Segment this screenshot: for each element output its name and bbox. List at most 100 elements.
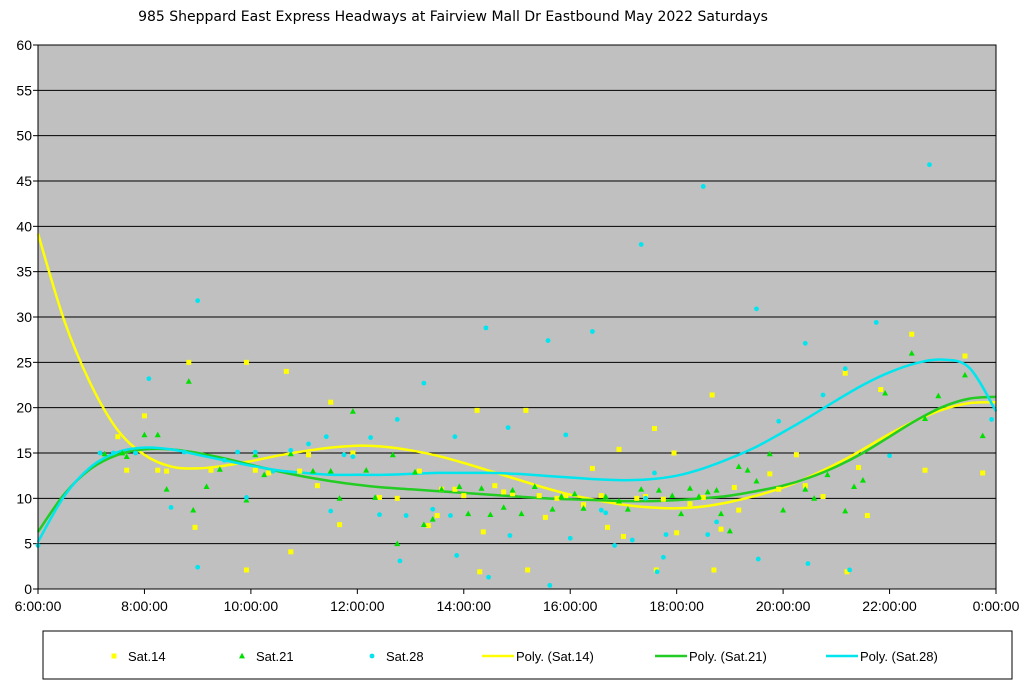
data-point xyxy=(141,413,147,419)
data-point xyxy=(909,331,915,337)
data-point xyxy=(203,483,210,489)
data-point xyxy=(216,466,223,472)
y-tick-label: 0 xyxy=(24,581,32,597)
data-point xyxy=(208,467,214,473)
data-point xyxy=(328,399,334,405)
y-tick-label: 20 xyxy=(16,400,32,416)
data-point xyxy=(847,567,853,573)
data-point xyxy=(190,506,197,513)
data-point xyxy=(735,463,742,469)
x-tick-label: 0:00:00 xyxy=(973,598,1020,614)
data-point xyxy=(141,431,148,438)
data-point xyxy=(624,506,631,512)
data-point xyxy=(328,508,334,514)
data-point xyxy=(598,507,604,513)
data-point xyxy=(434,513,440,519)
data-point xyxy=(927,162,932,168)
data-point xyxy=(525,567,531,573)
data-point xyxy=(882,389,889,396)
data-point xyxy=(700,494,706,500)
data-point xyxy=(507,533,513,538)
data-point xyxy=(288,549,294,555)
data-point xyxy=(448,513,453,518)
trend-line xyxy=(36,233,997,510)
data-point xyxy=(704,488,711,495)
data-point xyxy=(873,320,879,325)
data-point xyxy=(979,432,986,439)
data-point xyxy=(416,468,422,474)
data-point xyxy=(980,470,986,476)
data-point xyxy=(629,537,635,543)
data-point xyxy=(465,510,472,517)
data-point xyxy=(429,515,436,522)
data-point xyxy=(287,450,294,457)
data-point xyxy=(164,468,170,474)
data-point xyxy=(713,486,720,493)
data-point xyxy=(244,495,249,500)
data-point xyxy=(652,470,657,476)
data-point xyxy=(686,485,693,491)
data-point xyxy=(726,527,733,534)
data-point xyxy=(604,524,610,530)
y-axis-ticks: 0 5 10 15 20 25 30 35 40 45 50 55 60 xyxy=(16,37,38,597)
data-point xyxy=(186,359,192,365)
data-point xyxy=(744,467,751,473)
data-point xyxy=(547,582,553,588)
data-point xyxy=(859,477,866,483)
data-point xyxy=(124,467,130,473)
y-tick-label: 40 xyxy=(16,218,32,234)
data-point xyxy=(438,486,445,492)
data-point xyxy=(660,496,666,502)
data-point xyxy=(146,376,152,382)
data-point xyxy=(989,417,994,422)
trend-line xyxy=(36,358,998,543)
data-point xyxy=(261,471,268,478)
x-tick-label: 8:00:00 xyxy=(121,598,168,614)
data-point xyxy=(97,450,103,456)
y-tick-label: 55 xyxy=(16,82,32,98)
data-point xyxy=(776,418,782,424)
data-point xyxy=(163,486,170,492)
data-points xyxy=(35,162,994,588)
y-tick-label: 25 xyxy=(16,354,32,370)
data-point xyxy=(767,471,773,477)
data-point xyxy=(394,495,400,501)
data-point xyxy=(394,417,400,422)
data-point xyxy=(154,431,161,438)
data-point xyxy=(501,489,507,495)
data-point xyxy=(922,415,929,421)
data-point xyxy=(478,485,485,491)
x-tick-label: 14:00:00 xyxy=(437,598,492,614)
data-point xyxy=(674,530,680,536)
data-point xyxy=(620,533,626,539)
data-point xyxy=(461,493,467,499)
data-point xyxy=(430,506,436,512)
data-point xyxy=(115,434,121,440)
data-point xyxy=(394,540,401,547)
data-point xyxy=(736,507,742,513)
data-point xyxy=(793,452,799,458)
data-point xyxy=(377,512,382,518)
data-point xyxy=(306,441,311,447)
data-point xyxy=(349,408,356,414)
data-point xyxy=(643,495,649,501)
data-point xyxy=(634,495,640,501)
data-point xyxy=(922,467,928,473)
data-point xyxy=(195,298,201,304)
data-point xyxy=(718,526,724,532)
y-tick-label: 5 xyxy=(24,536,32,552)
y-tick-label: 35 xyxy=(16,264,32,280)
data-point xyxy=(500,504,507,510)
data-point xyxy=(403,513,409,518)
data-point xyxy=(571,490,578,497)
y-tick-label: 50 xyxy=(16,128,32,144)
x-axis-ticks: 6:00:00 8:00:00 10:00:00 12:00:00 14:00:00 16… xyxy=(15,589,1020,614)
data-point xyxy=(687,501,693,507)
data-point xyxy=(961,371,968,378)
data-point xyxy=(663,532,669,537)
data-point xyxy=(252,449,258,455)
data-point xyxy=(655,486,662,493)
data-point xyxy=(820,494,826,500)
data-point xyxy=(323,434,329,440)
data-point xyxy=(119,449,126,456)
